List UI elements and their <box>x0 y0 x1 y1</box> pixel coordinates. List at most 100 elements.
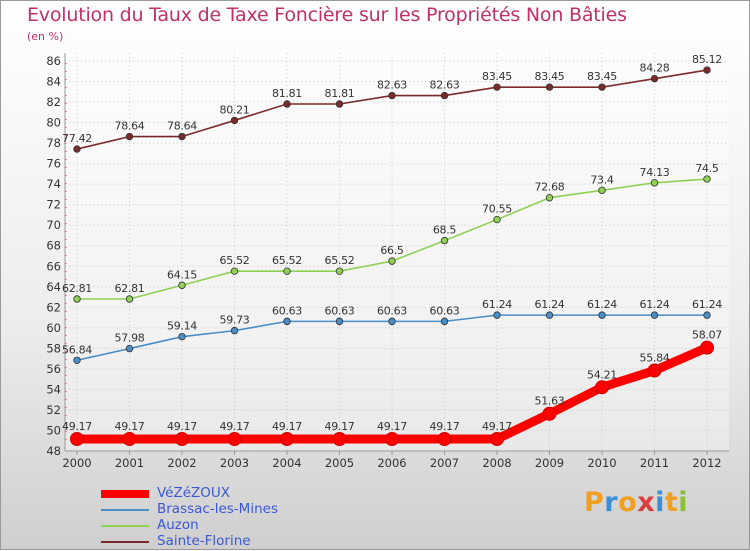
logo-letter: r <box>604 487 619 518</box>
data-label: 59.73 <box>220 314 250 327</box>
legend-swatch <box>101 525 149 527</box>
chart-subtitle: (en %) <box>27 30 64 43</box>
data-point <box>283 267 291 275</box>
y-tick-label: 64 <box>46 280 61 294</box>
data-label: 61.24 <box>640 298 670 311</box>
data-point <box>703 175 711 183</box>
data-label: 57.98 <box>115 332 145 345</box>
data-point <box>125 132 134 141</box>
data-label: 49.17 <box>482 420 512 433</box>
data-label: 74.5 <box>695 162 719 175</box>
data-point <box>332 431 347 446</box>
y-tick-label: 48 <box>46 444 61 458</box>
data-point <box>73 145 81 153</box>
data-label: 49.17 <box>62 420 92 433</box>
chart-title: Evolution du Taux de Taxe Foncière sur l… <box>27 4 627 26</box>
data-point <box>493 83 501 91</box>
logo-letter: i <box>678 487 689 518</box>
data-point <box>230 267 239 275</box>
legend-swatch <box>101 509 149 511</box>
y-tick-label: 82 <box>46 95 61 109</box>
data-label: 49.17 <box>220 420 250 433</box>
data-point <box>388 257 396 265</box>
x-tick-label: 2011 <box>640 456 669 470</box>
y-tick-label: 86 <box>46 54 61 68</box>
data-point <box>227 431 242 446</box>
y-tick-label: 72 <box>46 198 61 212</box>
data-label: 80.21 <box>220 103 250 116</box>
x-tick-label: 2006 <box>377 456 406 470</box>
data-label: 73.4 <box>590 173 614 186</box>
data-point <box>178 281 186 289</box>
x-tick-label: 2008 <box>482 456 511 470</box>
data-label: 65.52 <box>220 254 250 267</box>
data-label: 78.64 <box>167 120 197 133</box>
data-point <box>650 74 659 83</box>
data-point <box>650 311 659 319</box>
data-point <box>283 317 291 326</box>
data-label: 65.52 <box>325 254 355 267</box>
x-tick-label: 2010 <box>587 456 616 470</box>
data-label: 49.17 <box>115 420 145 433</box>
data-label: 61.24 <box>587 298 617 311</box>
data-point <box>283 100 291 108</box>
data-point <box>440 236 449 245</box>
data-label: 51.63 <box>535 395 565 408</box>
data-point <box>542 406 557 421</box>
data-label: 72.68 <box>535 181 565 194</box>
x-tick-label: 2012 <box>692 456 721 470</box>
data-point <box>703 66 711 74</box>
y-tick-label: 80 <box>46 116 61 130</box>
data-point <box>175 431 189 446</box>
data-point <box>545 311 554 319</box>
y-tick-label: 70 <box>46 218 61 232</box>
data-point <box>598 186 606 195</box>
data-label: 83.45 <box>482 70 512 83</box>
x-tick-label: 2005 <box>325 456 354 470</box>
data-label: 84.28 <box>640 62 670 75</box>
data-label: 55.84 <box>640 352 670 365</box>
data-label: 68.5 <box>433 224 457 237</box>
data-label: 61.24 <box>482 298 512 311</box>
data-point <box>388 91 396 100</box>
y-tick-label: 50 <box>46 423 61 437</box>
logo-letter: t <box>664 487 679 518</box>
y-tick-label: 60 <box>46 321 61 335</box>
logo-letter: P <box>584 487 605 518</box>
data-point <box>280 431 294 446</box>
data-point <box>122 431 137 446</box>
y-tick-label: 52 <box>46 403 61 417</box>
data-label: 49.17 <box>325 420 355 433</box>
y-tick-label: 76 <box>46 157 61 171</box>
data-label: 66.5 <box>380 244 404 257</box>
data-label: 62.81 <box>115 282 145 295</box>
data-point <box>335 317 344 326</box>
y-tick-label: 62 <box>46 300 61 314</box>
data-point <box>70 431 84 446</box>
data-label: 77.42 <box>62 132 92 145</box>
logo-letter: i <box>655 487 665 518</box>
data-point <box>493 215 501 224</box>
y-tick-label: 66 <box>46 259 61 273</box>
data-point <box>437 431 452 446</box>
data-label: 49.17 <box>430 420 460 433</box>
data-label: 74.13 <box>640 166 670 179</box>
y-tick-label: 78 <box>46 136 61 150</box>
data-label: 49.17 <box>167 420 197 433</box>
legend-label: VéZéZOUX <box>157 485 231 501</box>
data-label: 60.63 <box>325 304 355 317</box>
data-point <box>73 295 81 303</box>
x-tick-label: 2000 <box>62 456 91 470</box>
data-point <box>545 83 554 91</box>
data-point <box>230 116 239 125</box>
data-label: 82.63 <box>430 79 460 92</box>
x-tick-label: 2009 <box>535 456 564 470</box>
y-tick-label: 84 <box>46 75 61 89</box>
logo-letter: x <box>637 487 656 518</box>
x-tick-label: 2003 <box>220 456 249 470</box>
data-label: 49.17 <box>377 420 407 433</box>
x-tick-label: 2004 <box>272 456 301 470</box>
y-tick-label: 58 <box>46 341 61 355</box>
